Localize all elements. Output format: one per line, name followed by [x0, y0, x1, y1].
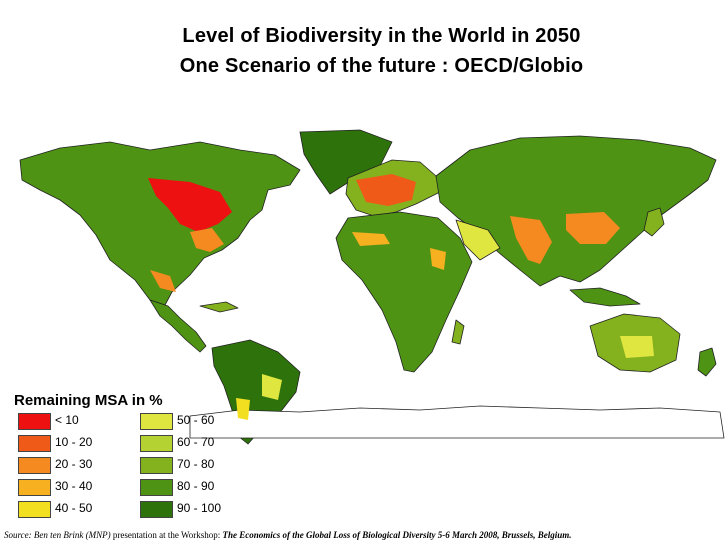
map-subtitle: One Scenario of the future : OECD/Globio [179, 55, 584, 77]
legend-label: 50 - 60 [177, 413, 215, 427]
legend-swatch [18, 479, 51, 496]
hotspot-argentina [236, 398, 250, 420]
legend-swatch [140, 479, 173, 496]
legend-swatch [18, 435, 51, 452]
legend-label: 60 - 70 [177, 435, 215, 449]
legend-swatch [140, 501, 173, 518]
legend-label: 40 - 50 [55, 501, 93, 515]
land-antarctica [189, 405, 725, 439]
legend-title: Remaining MSA in % [14, 392, 163, 409]
hotspot-brazil [262, 374, 282, 400]
hotspot-africa-east [430, 248, 446, 270]
hotspot-australia [620, 336, 654, 358]
source-middle: presentation at the Workshop: [110, 530, 223, 540]
map-title: Level of Biodiversity in the World in 20… [182, 25, 581, 47]
low-msa-areas [148, 174, 654, 420]
land-arabia [455, 219, 501, 261]
land-masses [19, 129, 725, 445]
legend-swatch [18, 501, 51, 518]
hotspot-africa-west [352, 232, 390, 246]
land-japan [643, 207, 665, 237]
land-caribbean [199, 301, 239, 313]
source-event: The Economics of the Global Loss of Biol… [222, 530, 572, 540]
land-asia [435, 135, 717, 287]
legend-label: < 10 [55, 413, 79, 427]
source-author: Source: Ben ten Brink (MNP) [4, 530, 111, 540]
legend-swatch [140, 435, 173, 452]
world-biodiversity-map [19, 129, 725, 445]
legend-label: 20 - 30 [55, 457, 93, 471]
land-indonesia [569, 287, 641, 307]
legend-label: 90 - 100 [177, 501, 222, 515]
hotspot-europe [356, 174, 416, 206]
legend-swatch [140, 413, 173, 430]
legend-label: 80 - 90 [177, 479, 215, 493]
source-note: Source: Ben ten Brink (MNP) presentation… [4, 530, 572, 540]
hotspot-north-america-orange [190, 228, 224, 252]
legend-label: 70 - 80 [177, 457, 215, 471]
land-central-america [149, 299, 207, 353]
legend-swatch [18, 457, 51, 474]
legend-label: 30 - 40 [55, 479, 93, 493]
legend-swatch [18, 413, 51, 430]
hotspot-china [566, 212, 620, 244]
legend-swatch [140, 457, 173, 474]
land-new-zealand [697, 347, 717, 377]
hotspot-north-america [148, 178, 232, 232]
hotspot-india [510, 216, 552, 264]
land-madagascar [451, 319, 465, 345]
hotspot-mexico [150, 270, 176, 292]
land-north-america [19, 141, 301, 306]
legend-label: 10 - 20 [55, 435, 93, 449]
